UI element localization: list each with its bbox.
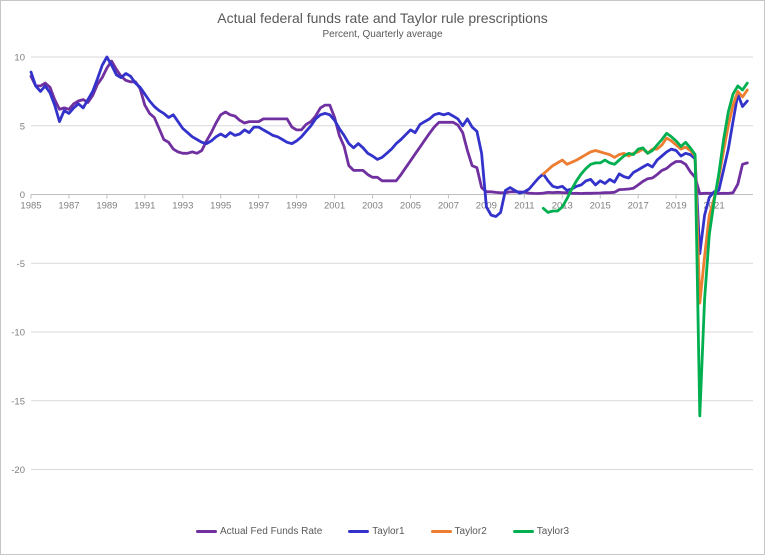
series-line-taylor1 [29,55,749,256]
x-tick-label: 1987 [58,201,79,212]
y-tick-label: 5 [20,121,25,132]
series-line-taylor2 [541,88,749,305]
x-tick-label: 2011 [514,201,534,212]
y-tick-label: -10 [11,328,25,339]
y-tick-label: 10 [14,53,25,64]
legend-swatch [430,530,452,533]
legend-label: Actual Fed Funds Rate [219,526,323,537]
chart-title: Actual federal funds rate and Taylor rul… [217,10,548,26]
y-tick-label: 0 [20,190,25,201]
x-tick-label: 1989 [96,201,117,212]
legend-swatch [348,530,370,533]
x-tick-label: 1997 [248,201,269,212]
legend-swatch [195,530,217,533]
legend: Actual Fed Funds Rate Taylor1 Taylor2 Taylo… [1,526,764,537]
x-tick-label: 2017 [628,201,649,212]
legend-swatch [512,530,534,533]
x-tick-label: 1985 [20,201,41,212]
legend-label: Taylor3 [536,526,570,537]
x-tick-label: 1999 [286,201,307,212]
legend-item-taylor1: Taylor1 [348,526,405,537]
x-tick-label: 2003 [362,201,383,212]
x-tick-label: 2005 [400,201,421,212]
chart-subtitle: Percent, Quarterly average [322,29,443,40]
x-tick-label: 2015 [590,201,611,212]
x-tick-label: 2007 [438,201,459,212]
series-line-actual-fed-funds-rate [29,59,749,196]
y-tick-label: -5 [17,259,25,270]
series-line-taylor3 [541,81,749,418]
legend-item-taylor2: Taylor2 [430,526,487,537]
y-tick-label: -15 [11,396,25,407]
x-tick-label: 2019 [666,201,687,212]
x-tick-label: 1995 [210,201,231,212]
y-tick-label: -20 [11,465,25,476]
legend-label: Taylor1 [372,526,405,537]
x-tick-label: 2001 [324,201,345,212]
legend-item-taylor3: Taylor3 [512,526,570,537]
x-tick-label: 1993 [172,201,193,212]
legend-label: Taylor2 [454,526,487,537]
x-tick-label: 1991 [134,201,155,212]
legend-item-actual-fed-funds-rate: Actual Fed Funds Rate [195,526,323,537]
